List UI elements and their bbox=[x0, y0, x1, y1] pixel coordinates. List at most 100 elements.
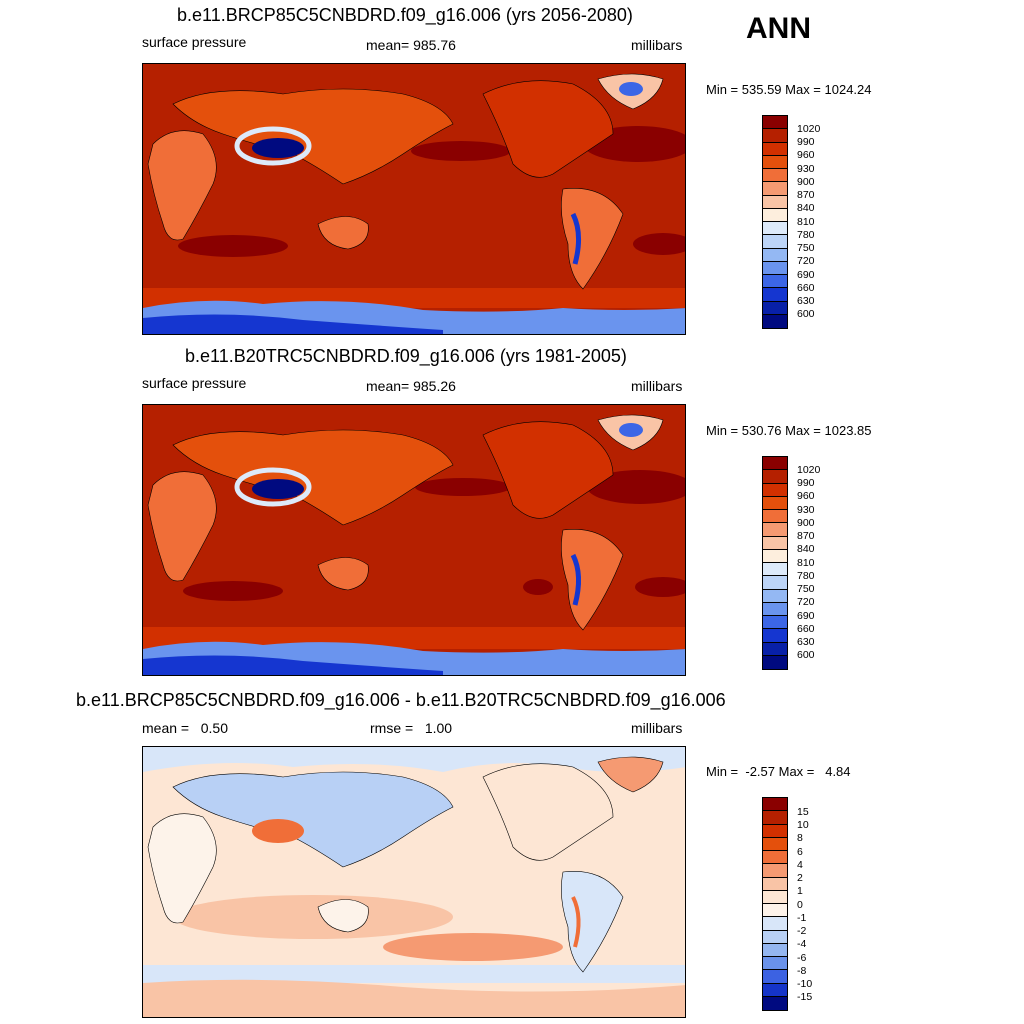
colorbar-swatch bbox=[763, 169, 787, 183]
colorbar-swatch bbox=[763, 457, 787, 471]
colorbar-label: 840 bbox=[797, 202, 815, 214]
colorbar-label: 780 bbox=[797, 570, 815, 582]
colorbar-label: 0 bbox=[797, 899, 803, 911]
colorbar-label: 900 bbox=[797, 517, 815, 529]
colorbar-label: 870 bbox=[797, 189, 815, 201]
colorbar-swatch bbox=[763, 957, 787, 971]
panel3-minmax: Min = -2.57 Max = 4.84 bbox=[706, 764, 851, 779]
greenland-icecap bbox=[619, 423, 643, 437]
panel2-title: b.e11.B20TRC5CNBDRD.f09_g16.006 (yrs 198… bbox=[185, 346, 627, 366]
high-pressure-cell bbox=[178, 235, 288, 257]
colorbar-label: 4 bbox=[797, 859, 803, 871]
north-america bbox=[482, 80, 614, 178]
panel2-map bbox=[142, 404, 686, 676]
colorbar-swatch bbox=[763, 142, 787, 156]
colorbar-swatch bbox=[763, 288, 787, 302]
colorbar-swatch bbox=[763, 483, 787, 497]
colorbar-swatch bbox=[763, 904, 787, 918]
colorbar-label: 600 bbox=[797, 308, 815, 320]
panel2-units-label: millibars bbox=[631, 378, 683, 394]
colorbar-swatch bbox=[763, 655, 787, 669]
colorbar-label: 750 bbox=[797, 242, 815, 254]
antarctica-plateau bbox=[143, 655, 443, 675]
antarctica-plateau bbox=[143, 314, 443, 334]
southern-positive-core bbox=[383, 933, 563, 961]
colorbar-swatch bbox=[763, 930, 787, 944]
panel2-map-svg bbox=[143, 405, 685, 675]
colorbar-swatch bbox=[763, 496, 787, 510]
colorbar-swatch bbox=[763, 523, 787, 537]
colorbar-swatch bbox=[763, 129, 787, 143]
colorbar-swatch bbox=[763, 890, 787, 904]
tibetan-plateau bbox=[252, 819, 304, 843]
high-pressure-cell bbox=[411, 141, 511, 161]
panel3-title: b.e11.BRCP85C5CNBDRD.f09_g16.006 - b.e11… bbox=[76, 690, 726, 710]
colorbar-label: 930 bbox=[797, 504, 815, 516]
panel3-mean-label: mean = 0.50 bbox=[142, 720, 229, 736]
season-label: ANN bbox=[746, 12, 811, 45]
colorbar-swatch bbox=[763, 589, 787, 603]
colorbar-label: 810 bbox=[797, 557, 815, 569]
panel2-variable-label: surface pressure bbox=[142, 375, 247, 391]
greenland bbox=[597, 756, 664, 793]
colorbar-label: 870 bbox=[797, 530, 815, 542]
colorbar-label: 720 bbox=[797, 255, 815, 267]
tibetan-margin bbox=[234, 126, 312, 166]
colorbar-swatch bbox=[763, 155, 787, 169]
colorbar-label: -8 bbox=[797, 965, 807, 977]
colorbar-swatch bbox=[763, 248, 787, 262]
andes bbox=[571, 896, 581, 948]
colorbar-label: 1020 bbox=[797, 123, 821, 135]
colorbar-swatch bbox=[763, 563, 787, 577]
colorbar-swatch bbox=[763, 824, 787, 838]
eurasia bbox=[172, 88, 454, 185]
high-pressure-cell bbox=[587, 470, 685, 504]
panel3-units-label: millibars bbox=[631, 720, 683, 736]
tibetan-plateau bbox=[252, 479, 304, 499]
colorbar-label: 840 bbox=[797, 543, 815, 555]
panel1-title: b.e11.BRCP85C5CNBDRD.f09_g16.006 (yrs 20… bbox=[177, 5, 633, 25]
eurasia bbox=[172, 429, 454, 526]
colorbar-swatch bbox=[763, 470, 787, 484]
colorbar-label: 690 bbox=[797, 610, 815, 622]
colorbar-label: 990 bbox=[797, 136, 815, 148]
colorbar-swatch bbox=[763, 616, 787, 630]
africa bbox=[147, 471, 217, 582]
colorbar-label: 630 bbox=[797, 636, 815, 648]
colorbar-label: 930 bbox=[797, 163, 815, 175]
high-pressure-cell bbox=[523, 579, 553, 595]
panel1-mean-label: mean= 985.76 bbox=[366, 37, 456, 53]
eurasia bbox=[172, 771, 454, 868]
high-pressure-cell bbox=[415, 478, 511, 496]
colorbar-label: 810 bbox=[797, 216, 815, 228]
tibetan-plateau bbox=[252, 138, 304, 158]
colorbar-swatch bbox=[763, 602, 787, 616]
panel1-units-label: millibars bbox=[631, 37, 683, 53]
colorbar-swatch bbox=[763, 576, 787, 590]
panel1-minmax: Min = 535.59 Max = 1024.24 bbox=[706, 82, 872, 97]
colorbar-label: 2 bbox=[797, 872, 803, 884]
colorbar-swatch bbox=[763, 864, 787, 878]
colorbar-swatch bbox=[763, 970, 787, 984]
panel3-map bbox=[142, 746, 686, 1018]
southern-negative-band bbox=[143, 965, 685, 983]
colorbar-label: -1 bbox=[797, 912, 807, 924]
panel2-mean-label: mean= 985.26 bbox=[366, 378, 456, 394]
colorbar-swatch bbox=[763, 195, 787, 209]
colorbar-swatch bbox=[763, 510, 787, 524]
colorbar-label: 630 bbox=[797, 295, 815, 307]
colorbar-label: -15 bbox=[797, 991, 813, 1003]
panel3-colorbar bbox=[762, 797, 788, 1011]
colorbar-swatch bbox=[763, 877, 787, 891]
panel2-minmax: Min = 530.76 Max = 1023.85 bbox=[706, 423, 872, 438]
colorbar-swatch bbox=[763, 943, 787, 957]
colorbar-label: 960 bbox=[797, 490, 815, 502]
panel3-rmse-label: rmse = 1.00 bbox=[370, 720, 453, 736]
colorbar-label: 690 bbox=[797, 269, 815, 281]
colorbar-swatch bbox=[763, 837, 787, 851]
colorbar-label: 720 bbox=[797, 596, 815, 608]
colorbar-swatch bbox=[763, 536, 787, 550]
colorbar-swatch bbox=[763, 629, 787, 643]
colorbar-swatch bbox=[763, 314, 787, 328]
north-america bbox=[482, 421, 614, 519]
